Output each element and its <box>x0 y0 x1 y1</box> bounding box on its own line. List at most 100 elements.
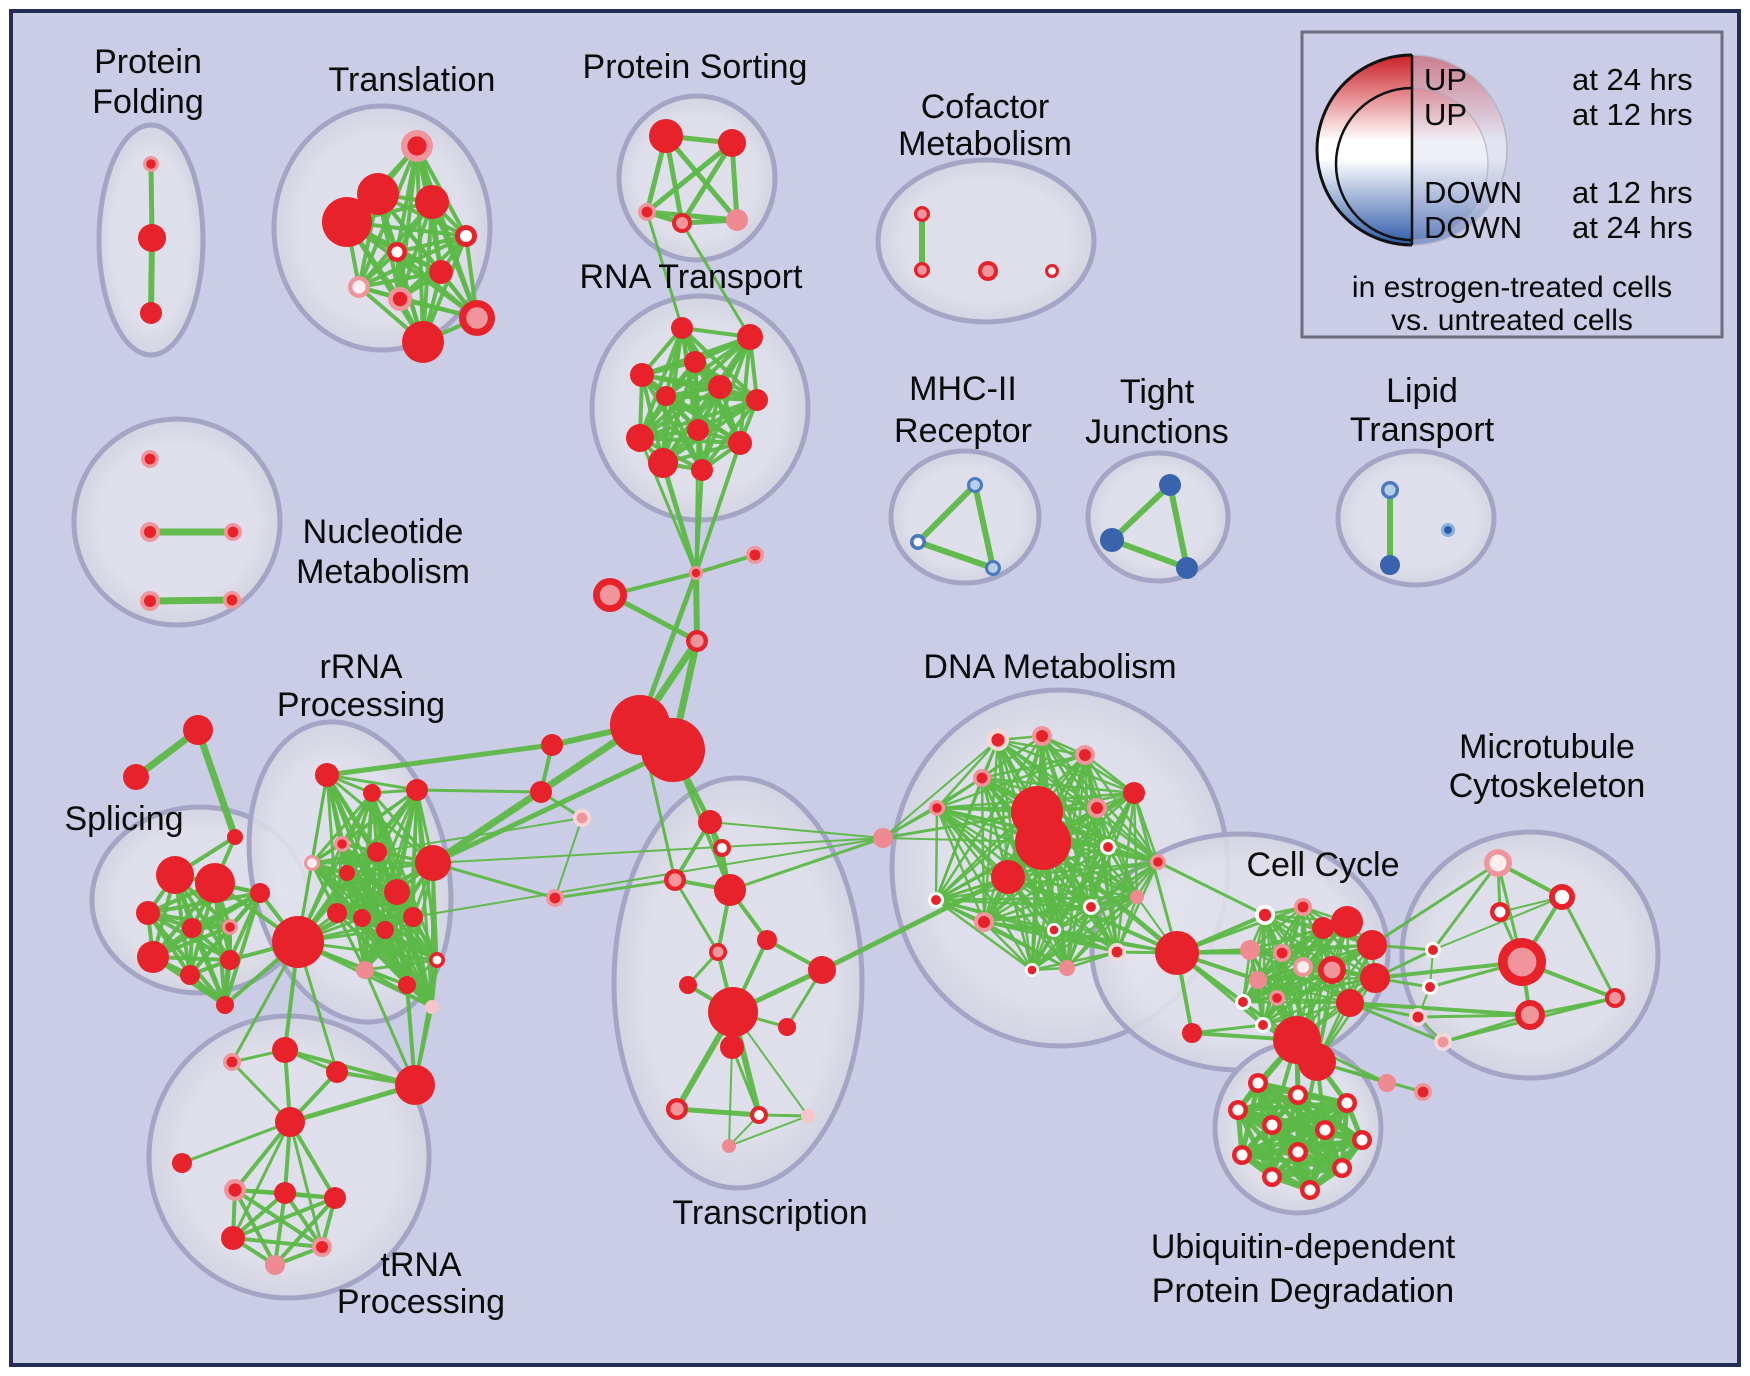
node-tc-3 <box>714 874 746 906</box>
node-tc-12 <box>750 1106 768 1124</box>
edge-tj <box>1109 482 1173 543</box>
legend-direction-0: UP <box>1424 62 1467 97</box>
node-mh-0 <box>967 477 983 493</box>
cluster-label-pf-line-1: Folding <box>92 83 204 121</box>
node-nm-1 <box>140 522 160 542</box>
edge-dm <box>980 776 1136 795</box>
node-cc-3 <box>1312 917 1334 939</box>
edge-ps <box>644 140 735 215</box>
edge-br <box>693 570 700 644</box>
node-sp-3 <box>156 856 194 894</box>
edge-link-rt-br <box>694 441 742 575</box>
node-rr-6 <box>339 865 355 881</box>
node-sp-6 <box>182 918 202 938</box>
cluster-label-sp-line-0: Splicing <box>64 800 183 838</box>
edge-tj <box>1109 537 1190 571</box>
node-cc-10 <box>1360 963 1390 993</box>
edge-link-dm-cc <box>1040 839 1180 956</box>
node-rr-17 <box>425 1000 439 1014</box>
edge-dm <box>1006 875 1139 899</box>
edge-link-br-rr <box>431 861 557 900</box>
edge-link-cc-mt <box>1370 861 1500 947</box>
cluster-label-mh-line-0: MHC-II <box>909 370 1017 408</box>
node-tn-1 <box>272 1037 298 1063</box>
node-ub-1 <box>1288 1085 1308 1105</box>
node-ub-4 <box>1262 1115 1282 1135</box>
edge-link-br-rr <box>376 817 583 853</box>
node-mh-2 <box>985 560 1001 576</box>
edge-dm <box>1095 806 1139 899</box>
node-tn-5 <box>172 1153 192 1173</box>
node-rr-1 <box>363 784 381 802</box>
edge-dm <box>982 905 1093 924</box>
node-cc-1 <box>1255 905 1275 925</box>
node-cc-18 <box>1425 942 1441 958</box>
node-sp-7 <box>222 919 238 935</box>
node-br-10 <box>873 828 893 848</box>
edge-rt <box>700 398 759 472</box>
legend-circle-left-half <box>1315 53 1412 247</box>
edge-link-br-tc <box>553 878 677 900</box>
cluster-label-cf-line-0: Cofactor <box>921 88 1050 126</box>
node-cc-12 <box>1249 971 1267 989</box>
cluster-ellipse-mh <box>888 448 1042 586</box>
legend-time-1: at 12 hrs <box>1572 97 1693 132</box>
node-tc-13 <box>801 1109 815 1123</box>
cluster-label-ps-line-0: Protein Sorting <box>583 48 808 86</box>
edge-tn <box>231 1120 292 1240</box>
node-cf-0 <box>914 206 930 222</box>
edge-link-rr-br <box>412 837 884 918</box>
edge-tn <box>288 1120 324 1249</box>
edge-dm <box>982 860 1160 924</box>
legend-time-2: at 12 hrs <box>1572 175 1693 210</box>
edge-link-ps-rt <box>645 210 684 330</box>
edge-dm <box>982 845 1110 924</box>
node-ub-10 <box>1262 1167 1282 1187</box>
node-dm-13 <box>974 912 994 932</box>
node-mt-2 <box>1490 902 1510 922</box>
node-rt-0 <box>671 317 693 339</box>
legend-note-line-0: in estrogen-treated cells <box>1352 271 1672 304</box>
node-br-7 <box>530 781 552 803</box>
edge-cc <box>1256 978 1352 1005</box>
edge-dm <box>934 895 1139 902</box>
node-tc-11 <box>666 1098 688 1120</box>
node-dm-6 <box>1087 798 1107 818</box>
edge-dm <box>1106 845 1160 864</box>
node-tc-6 <box>679 976 697 994</box>
edge-tc <box>728 1115 809 1147</box>
edge-rt <box>664 394 759 402</box>
node-lt-2 <box>1441 523 1455 537</box>
cluster-ellipse-lt <box>1335 448 1497 588</box>
edge-rt <box>640 373 759 402</box>
edge-link-dm-cc <box>1156 860 1267 917</box>
node-br-3 <box>686 630 708 652</box>
node-nm-0 <box>141 450 159 468</box>
node-br-1 <box>746 546 764 564</box>
edge-cc <box>1190 1023 1265 1035</box>
node-ub-2 <box>1337 1093 1357 1113</box>
cluster-label-rr-line-0: rRNA <box>319 648 402 686</box>
node-cc-24 <box>1182 1023 1202 1043</box>
edge-link-rr-tn <box>413 958 439 1087</box>
edge-dm <box>934 753 1087 902</box>
legend-time-0: at 24 hrs <box>1572 62 1693 97</box>
node-tn-11 <box>265 1255 285 1275</box>
node-mt-5 <box>1515 1000 1545 1030</box>
node-dm-15 <box>1083 899 1099 915</box>
edge-link-br-rr <box>430 747 676 866</box>
edge-rt <box>664 335 752 398</box>
edge-link-rt-br <box>660 460 699 576</box>
node-cc-4 <box>1331 906 1363 938</box>
edge-rr <box>363 968 434 1009</box>
node-br-0 <box>689 566 703 580</box>
cluster-ellipse-nm <box>71 416 283 628</box>
cluster-label-mt-line-0: Microtubule <box>1459 728 1635 766</box>
node-mt-3 <box>1498 938 1546 986</box>
edge-dm <box>935 738 1000 810</box>
cluster-label-cf-line-1: Metabolism <box>898 125 1072 163</box>
cluster-label-tr-line-0: Translation <box>329 61 496 99</box>
node-cc-23 <box>1414 1083 1432 1101</box>
legend-direction-2: DOWN <box>1424 175 1522 210</box>
